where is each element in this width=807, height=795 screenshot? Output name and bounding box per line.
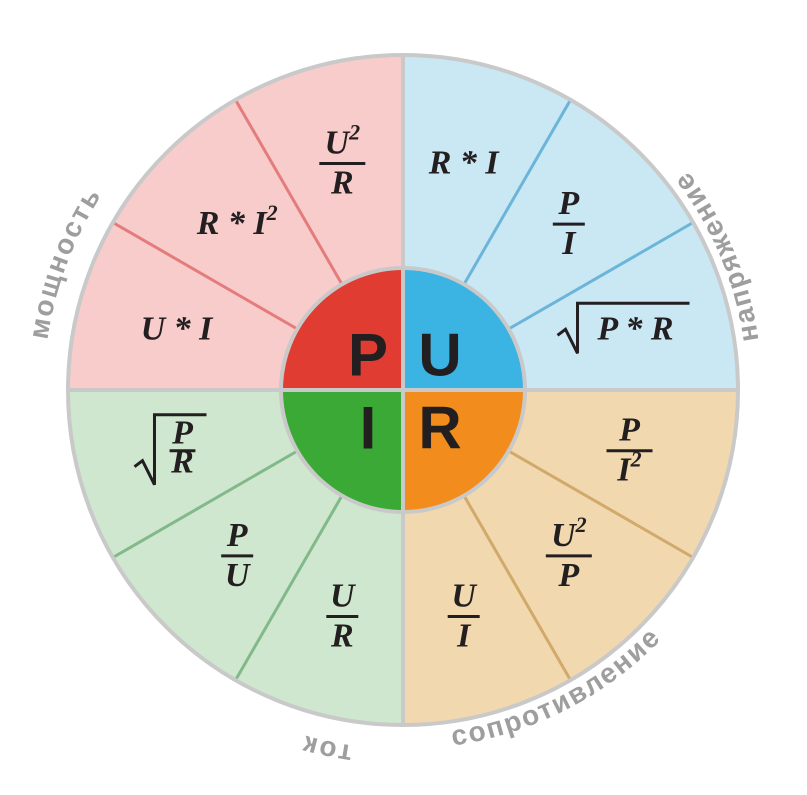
formula-I-0: UR xyxy=(326,578,358,655)
center-label-I: I xyxy=(360,395,377,462)
denominator: I xyxy=(456,618,472,655)
formula-P-0: U * I xyxy=(141,310,215,347)
denominator: R xyxy=(330,164,354,201)
denominator: P xyxy=(557,557,579,594)
denominator: R xyxy=(170,443,194,480)
formula-U-0: R * I xyxy=(428,144,501,181)
numerator: U xyxy=(451,578,478,615)
product: R * I2 xyxy=(196,200,278,242)
formula-P-1: R * I2 xyxy=(196,200,278,242)
radicand: P * R xyxy=(596,310,673,347)
numerator: P xyxy=(618,412,640,449)
numerator: P xyxy=(557,185,579,222)
outer-label-I: ток xyxy=(297,729,354,770)
center-label-P: P xyxy=(348,322,388,389)
denominator: I xyxy=(561,225,577,262)
denominator: R xyxy=(330,618,354,655)
product: U * I xyxy=(141,310,215,347)
numerator: U xyxy=(330,578,357,615)
formula-U-2: P * R xyxy=(558,303,690,353)
product: R * I xyxy=(428,144,501,181)
center-label-R: R xyxy=(418,395,461,462)
denominator: U xyxy=(225,557,252,594)
center-label-U: U xyxy=(418,322,461,389)
numerator: P xyxy=(226,517,248,554)
